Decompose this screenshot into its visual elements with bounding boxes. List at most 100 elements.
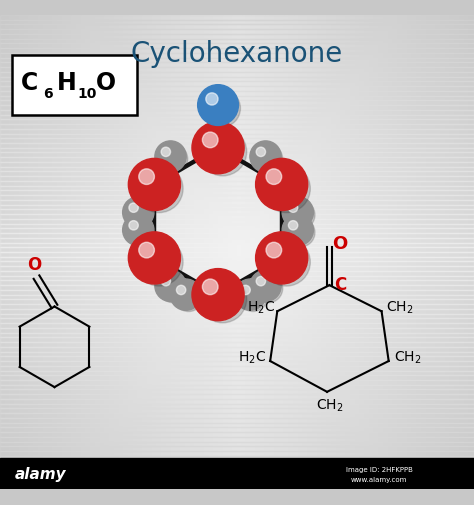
Bar	[365, 16, 370, 489]
Bar	[118, 16, 123, 489]
Bar	[90, 16, 95, 489]
Bar	[465, 16, 469, 489]
Bar	[332, 16, 337, 489]
Bar	[0, 30, 474, 35]
Bar	[341, 16, 346, 489]
Bar	[294, 16, 299, 489]
Circle shape	[199, 129, 246, 177]
Circle shape	[256, 148, 265, 157]
Bar	[0, 480, 474, 484]
Circle shape	[286, 219, 315, 247]
Bar	[0, 404, 474, 409]
Bar	[0, 59, 474, 63]
Bar	[190, 16, 194, 489]
Bar	[0, 252, 474, 257]
Bar	[0, 82, 474, 87]
Circle shape	[161, 277, 171, 286]
Bar	[14, 16, 19, 489]
Bar	[422, 16, 427, 489]
Bar	[379, 16, 384, 489]
Text: CH$_2$: CH$_2$	[394, 349, 421, 366]
Bar	[0, 309, 474, 314]
Circle shape	[161, 148, 171, 157]
Bar	[194, 16, 199, 489]
Bar	[0, 281, 474, 286]
Text: H$_2$C: H$_2$C	[246, 299, 275, 315]
Bar	[303, 16, 308, 489]
Circle shape	[255, 232, 308, 284]
Bar	[0, 366, 474, 371]
Circle shape	[135, 239, 183, 286]
Bar	[180, 16, 185, 489]
Bar	[0, 144, 474, 148]
Circle shape	[123, 215, 154, 246]
Bar	[0, 394, 474, 399]
Bar	[246, 16, 251, 489]
Text: alamy: alamy	[15, 467, 66, 481]
Bar	[0, 87, 474, 92]
Bar	[57, 16, 62, 489]
Bar	[100, 16, 104, 489]
Bar	[0, 21, 474, 25]
Bar	[313, 16, 318, 489]
Bar	[0, 338, 474, 342]
Bar	[66, 16, 71, 489]
Circle shape	[288, 221, 298, 231]
Bar	[228, 16, 232, 489]
Bar	[0, 196, 474, 200]
Bar	[95, 16, 100, 489]
Bar	[43, 16, 47, 489]
Circle shape	[192, 122, 244, 174]
Circle shape	[176, 286, 186, 295]
Bar	[156, 16, 161, 489]
Bar	[104, 16, 109, 489]
Circle shape	[135, 165, 183, 213]
Bar	[0, 399, 474, 404]
Bar	[0, 432, 474, 437]
FancyBboxPatch shape	[12, 56, 137, 115]
Circle shape	[202, 133, 218, 148]
Bar	[0, 333, 474, 338]
Bar	[0, 39, 474, 44]
Text: O: O	[332, 234, 347, 252]
Bar	[351, 16, 356, 489]
Text: CH$_2$: CH$_2$	[316, 397, 343, 414]
Bar	[0, 324, 474, 328]
Bar	[403, 16, 408, 489]
Bar	[0, 181, 474, 186]
Bar	[0, 428, 474, 432]
Bar	[38, 16, 43, 489]
Bar	[0, 54, 474, 59]
Circle shape	[288, 204, 298, 213]
Bar	[265, 16, 270, 489]
Bar	[185, 16, 190, 489]
Circle shape	[128, 159, 181, 211]
Bar	[0, 153, 474, 158]
Bar	[0, 115, 474, 120]
Text: Image ID: 2HFKPPB: Image ID: 2HFKPPB	[346, 466, 413, 472]
Circle shape	[159, 145, 188, 174]
Bar	[0, 16, 5, 489]
Circle shape	[250, 141, 281, 173]
Bar	[0, 484, 474, 489]
Bar	[0, 125, 474, 129]
Bar	[85, 16, 90, 489]
Bar	[166, 16, 171, 489]
Bar	[0, 357, 474, 361]
Bar	[308, 16, 313, 489]
Bar	[0, 229, 474, 234]
Bar	[0, 163, 474, 167]
Bar	[0, 106, 474, 111]
Circle shape	[139, 243, 155, 259]
Circle shape	[256, 277, 265, 286]
Bar	[0, 456, 474, 461]
Bar	[0, 470, 474, 475]
Bar	[0, 219, 474, 224]
Bar	[0, 44, 474, 49]
Bar	[0, 305, 474, 309]
Bar	[0, 139, 474, 144]
Bar	[327, 16, 332, 489]
Bar	[33, 16, 38, 489]
Text: C: C	[21, 71, 38, 95]
Bar	[213, 16, 218, 489]
